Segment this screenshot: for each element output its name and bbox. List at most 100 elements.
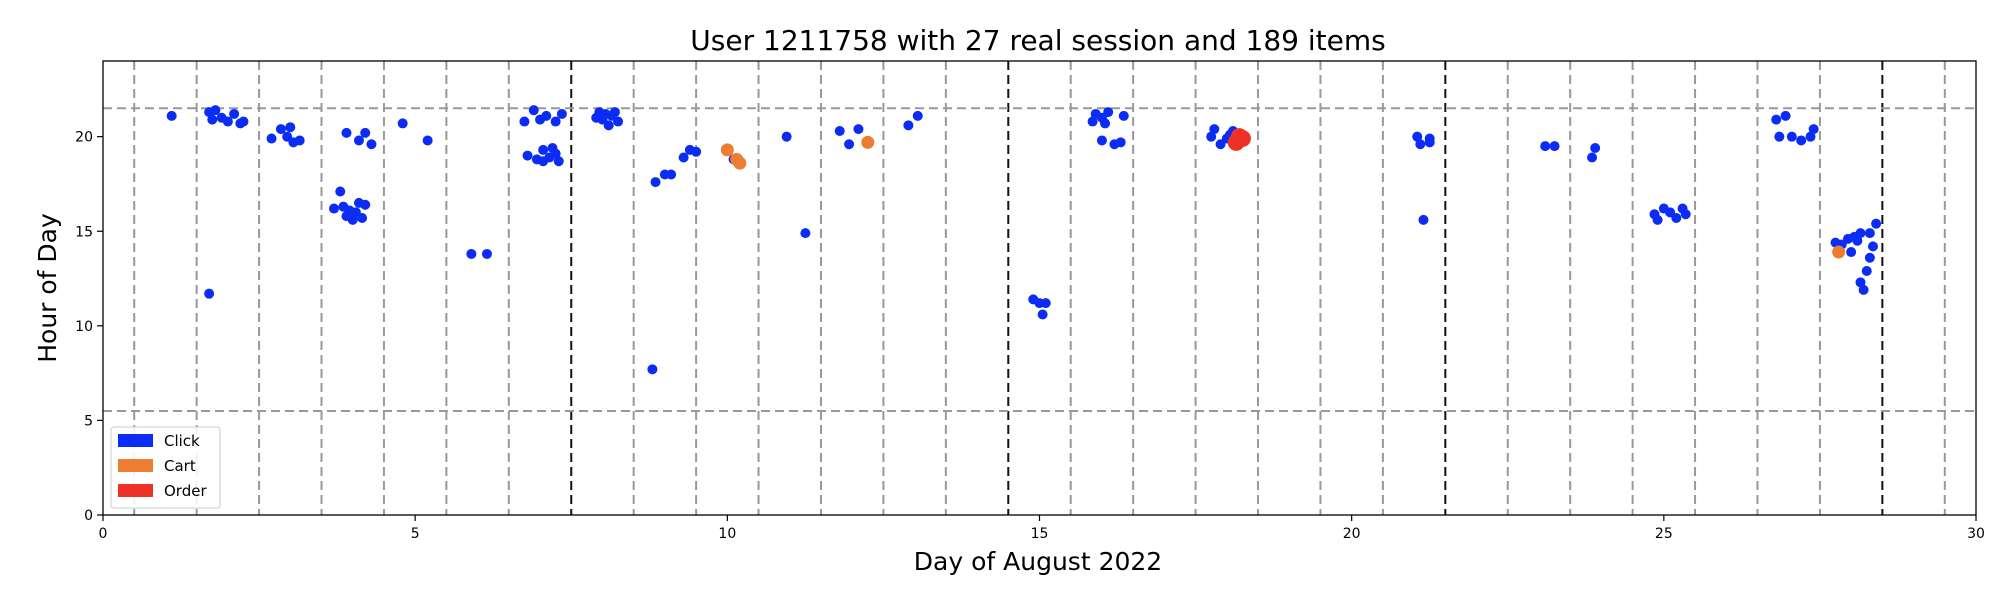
x-tick-label: 5 [411, 526, 420, 542]
point-click [166, 110, 177, 121]
point-click [1855, 277, 1866, 288]
point-click [1867, 241, 1878, 252]
point-click [1852, 235, 1863, 246]
point-click [1771, 114, 1782, 125]
point-click [550, 116, 561, 127]
y-tick-label: 0 [84, 508, 93, 524]
point-click [1864, 228, 1875, 239]
data-points [166, 105, 1882, 375]
point-click [647, 364, 658, 375]
point-click [353, 135, 364, 146]
point-click [528, 105, 539, 116]
point-click [691, 146, 702, 157]
legend-label-cart: Cart [164, 457, 196, 475]
point-click [1549, 141, 1560, 152]
point-click [466, 248, 477, 259]
point-click [1587, 152, 1598, 163]
chart-title: User 1211758 with 27 real session and 18… [690, 24, 1385, 57]
point-click [1412, 131, 1423, 142]
point-cart [1832, 245, 1846, 259]
legend-label-order: Order [164, 482, 207, 500]
point-click [1774, 131, 1785, 142]
point-click [550, 148, 561, 159]
point-click [834, 125, 845, 136]
point-click [1786, 131, 1797, 142]
point-click [1087, 116, 1098, 127]
point-click [360, 199, 371, 210]
point-click [613, 116, 624, 127]
legend: Click Cart Order [110, 426, 221, 509]
x-axis-title: Day of August 2022 [914, 547, 1162, 576]
point-click [609, 107, 620, 118]
point-click [1206, 131, 1217, 142]
point-click [1540, 141, 1551, 152]
point-click [844, 139, 855, 150]
point-click [538, 144, 549, 155]
point-click [347, 214, 358, 225]
point-click [294, 135, 305, 146]
x-tick-label: 30 [1967, 526, 1985, 542]
legend-swatch-click [118, 434, 153, 447]
point-click [1590, 143, 1601, 154]
point-click [1103, 107, 1114, 118]
y-axis-title: Hour of Day [33, 213, 62, 363]
legend-swatch-cart [118, 459, 153, 472]
point-click [222, 116, 233, 127]
point-click [1855, 228, 1866, 239]
point-order [1233, 130, 1251, 148]
point-click [1805, 131, 1816, 142]
point-click [556, 108, 567, 119]
point-click [1209, 124, 1220, 135]
x-tick-label: 10 [718, 526, 736, 542]
point-click [1100, 118, 1111, 129]
point-click [266, 133, 277, 144]
point-click [366, 139, 377, 150]
x-tick-label: 20 [1343, 526, 1361, 542]
point-click [360, 127, 371, 138]
point-click [781, 131, 792, 142]
point-click [1040, 298, 1051, 309]
point-click [522, 150, 533, 161]
point-click [1680, 209, 1691, 220]
point-click [666, 169, 677, 180]
point-click [335, 186, 346, 197]
point-click [853, 124, 864, 135]
point-click [1864, 252, 1875, 263]
x-tick-label: 15 [1031, 526, 1049, 542]
point-click [397, 118, 408, 129]
point-click [1671, 213, 1682, 224]
point-click [912, 110, 923, 121]
point-click [1418, 214, 1429, 225]
point-click [285, 122, 296, 133]
y-tick-label: 5 [84, 413, 93, 429]
point-click [207, 114, 218, 125]
point-click [553, 156, 564, 167]
point-click [1858, 284, 1869, 295]
point-click [481, 248, 492, 259]
point-click [538, 156, 549, 167]
point-click [903, 120, 914, 131]
point-cart [861, 135, 875, 149]
point-click [1808, 124, 1819, 135]
point-click [1780, 110, 1791, 121]
point-click [229, 108, 240, 119]
point-click [1415, 139, 1426, 150]
point-click [238, 116, 249, 127]
point-click [275, 124, 286, 135]
point-click [1118, 110, 1129, 121]
point-cart [720, 143, 734, 157]
y-tick-label: 10 [75, 319, 93, 335]
point-click [1796, 135, 1807, 146]
point-click [204, 288, 215, 299]
point-click [1846, 247, 1857, 258]
point-click [1115, 137, 1126, 148]
point-click [519, 116, 530, 127]
point-click [650, 177, 661, 188]
y-tick-label: 15 [75, 224, 93, 240]
point-click [603, 120, 614, 131]
point-click [1871, 218, 1882, 229]
point-click [422, 135, 433, 146]
point-click [800, 228, 811, 239]
